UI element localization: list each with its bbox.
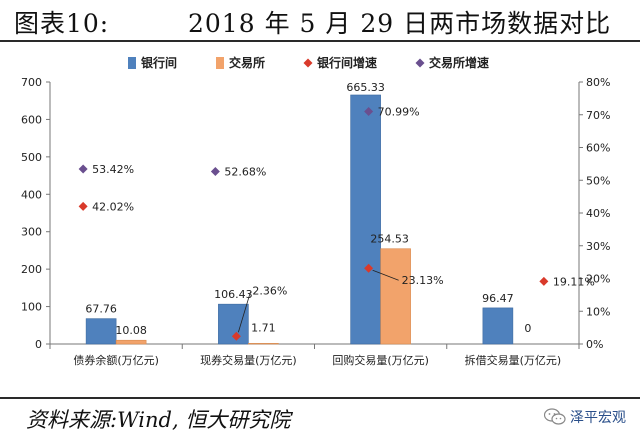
bar-exchange <box>115 339 147 345</box>
bar-interbank <box>85 318 117 345</box>
watermark: 泽平宏观 <box>544 407 626 427</box>
bar-value-label: 67.76 <box>85 303 117 316</box>
bar-value-label: 665.33 <box>346 81 385 94</box>
y-left-tick-label: 700 <box>21 76 42 89</box>
watermark-text: 泽平宏观 <box>570 410 626 426</box>
y-left-tick-label: 400 <box>21 188 42 201</box>
figure-number: 图表10: <box>14 9 110 38</box>
y-right-tick-label: 20% <box>586 273 610 286</box>
marker-value-label: 53.42% <box>92 163 134 176</box>
x-tick-label: 拆借交易量(万亿元) <box>465 353 562 367</box>
marker-interbank-growth <box>539 276 549 286</box>
bar-interbank <box>482 307 514 345</box>
title-bar: 图表10: 2018 年 5 月 29 日两市场数据对比 <box>0 0 640 42</box>
x-tick-label: 回购交易量(万亿元) <box>332 353 429 367</box>
legend-label: 银行间增速 <box>317 55 377 70</box>
y-right-tick-label: 80% <box>586 76 610 89</box>
marker-interbank-growth <box>231 331 241 341</box>
legend-swatch <box>128 57 136 69</box>
bar-exchange <box>380 248 411 345</box>
y-left-tick-label: 200 <box>21 263 42 276</box>
marker-exchange-growth <box>364 107 374 117</box>
x-tick-label: 现券交易量(万亿元) <box>200 353 297 367</box>
bar-value-label: 1.71 <box>251 321 276 334</box>
marker-exchange-growth <box>210 166 220 176</box>
y-left-tick-label: 0 <box>35 338 42 351</box>
y-left-tick-label: 300 <box>21 226 42 239</box>
marker-value-label: 19.11% <box>553 275 595 288</box>
label-leader-line <box>372 269 399 281</box>
y-left-tick-label: 500 <box>21 151 42 164</box>
marker-value-label: 2.36% <box>252 284 287 297</box>
footer: 资料来源:Wind, 恒大研究院 泽平宏观 <box>0 397 640 438</box>
y-right-tick-label: 50% <box>586 174 610 187</box>
x-tick-label: 债券余额(万亿元) <box>73 353 159 367</box>
y-right-tick-label: 0% <box>586 338 603 351</box>
marker-value-label: 70.99% <box>378 106 420 119</box>
bar-interbank <box>350 94 381 345</box>
bar-interbank <box>218 303 249 345</box>
bar-value-label: 254.53 <box>370 233 409 246</box>
marker-interbank-growth <box>78 201 88 211</box>
legend-swatch <box>303 58 313 68</box>
y-left-tick-label: 100 <box>21 301 42 314</box>
marker-exchange-growth <box>78 164 88 174</box>
label-leader-line <box>237 292 251 333</box>
legend-label: 交易所 <box>229 55 265 70</box>
legend-label: 银行间 <box>141 55 177 70</box>
marker-value-label: 42.02% <box>92 200 134 213</box>
marker-value-label: 52.68% <box>224 165 266 178</box>
bar-value-label: 0 <box>524 322 531 335</box>
bar-value-label: 96.47 <box>482 292 514 305</box>
marker-interbank-growth <box>364 263 374 273</box>
y-right-tick-label: 30% <box>586 240 610 253</box>
y-right-tick-label: 70% <box>586 109 610 122</box>
bar-value-label: 106.43 <box>214 288 253 301</box>
y-right-tick-label: 40% <box>586 207 610 220</box>
y-right-tick-label: 60% <box>586 142 610 155</box>
source-note: 资料来源:Wind, 恒大研究院 <box>26 408 291 432</box>
marker-value-label: 23.13% <box>402 274 444 287</box>
y-right-tick-label: 10% <box>586 305 610 318</box>
legend-swatch <box>216 57 224 69</box>
legend-swatch <box>415 58 425 68</box>
page-title: 2018 年 5 月 29 日两市场数据对比 <box>188 9 612 38</box>
legend-label: 交易所增速 <box>429 55 489 70</box>
y-left-tick-label: 600 <box>21 113 42 126</box>
chart: 0 100 200 300 400 500 600 700 0% 10% 20% 30% 40% 50% 6… <box>21 55 610 367</box>
wechat-icon <box>544 408 566 425</box>
bar-exchange <box>248 343 279 345</box>
bar-value-label: 10.08 <box>115 324 147 337</box>
